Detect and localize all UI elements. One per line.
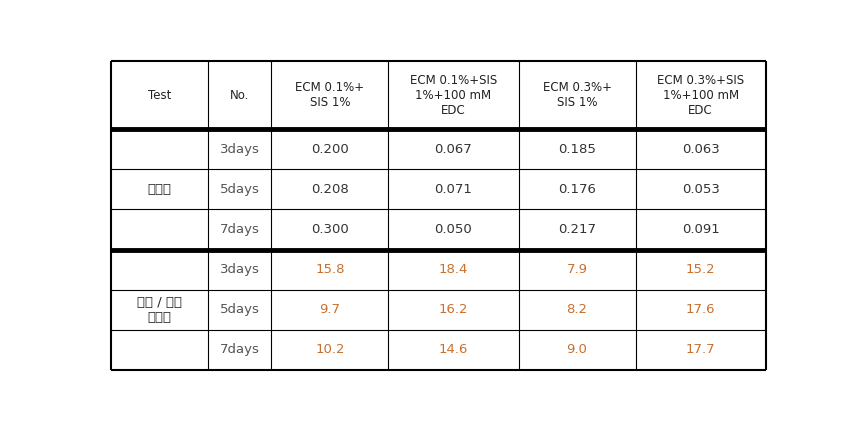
Text: 15.8: 15.8 [315,263,344,276]
Text: 0.217: 0.217 [557,223,595,236]
Text: No.: No. [230,89,249,102]
Text: 9.7: 9.7 [319,303,340,316]
Text: 5days: 5days [220,183,259,196]
Text: ECM 0.1%+SIS
1%+100 mM
EDC: ECM 0.1%+SIS 1%+100 mM EDC [409,74,497,117]
Text: 분해도: 분해도 [147,183,171,196]
Text: 18.4: 18.4 [438,263,468,276]
Text: 9.0: 9.0 [566,343,587,356]
Text: 10.2: 10.2 [315,343,344,356]
Text: 0.091: 0.091 [681,223,719,236]
Text: 0.200: 0.200 [311,143,349,156]
Text: 14.6: 14.6 [438,343,468,356]
Text: 7.9: 7.9 [566,263,587,276]
Text: 0.063: 0.063 [681,143,719,156]
Text: Test: Test [148,89,171,102]
Text: 17.7: 17.7 [685,343,715,356]
Text: 17.6: 17.6 [685,303,715,316]
Text: 0.053: 0.053 [681,183,719,196]
Text: 0.071: 0.071 [434,183,472,196]
Text: 0.067: 0.067 [434,143,472,156]
Text: 3days: 3days [220,143,259,156]
Text: 5days: 5days [220,303,259,316]
Text: ECM 0.1%+
SIS 1%: ECM 0.1%+ SIS 1% [295,82,364,109]
Text: ECM 0.3%+
SIS 1%: ECM 0.3%+ SIS 1% [542,82,610,109]
Text: 7days: 7days [220,223,259,236]
Text: ECM 0.3%+SIS
1%+100 mM
EDC: ECM 0.3%+SIS 1%+100 mM EDC [656,74,743,117]
Text: 습윤 / 건조
중량비: 습윤 / 건조 중량비 [137,295,182,324]
Text: 0.185: 0.185 [557,143,595,156]
Text: 0.208: 0.208 [311,183,349,196]
Text: 0.050: 0.050 [434,223,472,236]
Text: 8.2: 8.2 [566,303,587,316]
Text: 7days: 7days [220,343,259,356]
Text: 0.176: 0.176 [557,183,595,196]
Text: 16.2: 16.2 [438,303,468,316]
Text: 3days: 3days [220,263,259,276]
Text: 0.300: 0.300 [311,223,349,236]
Text: 15.2: 15.2 [685,263,715,276]
